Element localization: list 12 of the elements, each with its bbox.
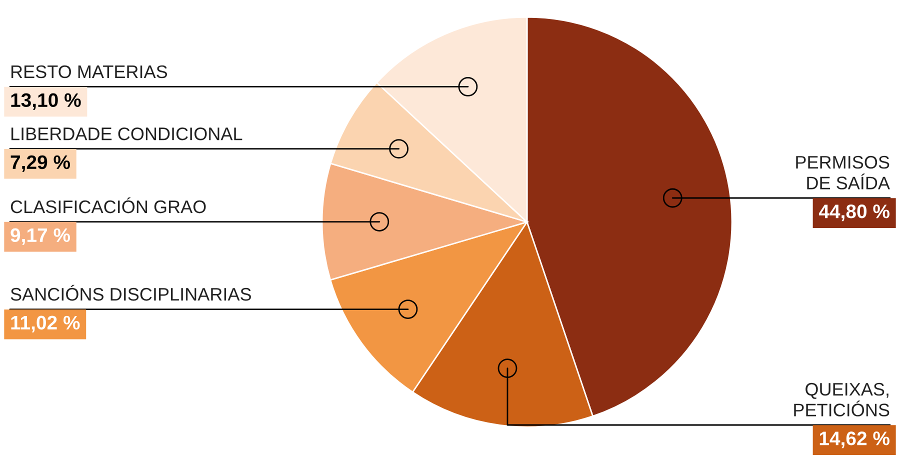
data-label: 44,80 %: [818, 204, 890, 222]
data-label: 13,10 %: [11, 93, 81, 110]
slice-label: CLASIFICACIÓN GRAO: [10, 197, 206, 214]
slice-label: RESTO MATERIAS: [11, 65, 168, 78]
slice-label: PERMISOS DE SAÍDA: [796, 156, 890, 190]
slice-label: QUEIXAS, PETICIÓNS: [794, 382, 890, 416]
data-label: 14,62 %: [820, 432, 890, 448]
data-label: 11,02 %: [11, 316, 80, 332]
slice-label: LIBERDADE CONDICIONAL: [11, 127, 242, 140]
data-label: 9,17 %: [10, 228, 70, 245]
data-label: 7,29 %: [10, 155, 70, 172]
slice-label: SANCIÓNS DISCIPLINARIAS: [10, 284, 251, 301]
